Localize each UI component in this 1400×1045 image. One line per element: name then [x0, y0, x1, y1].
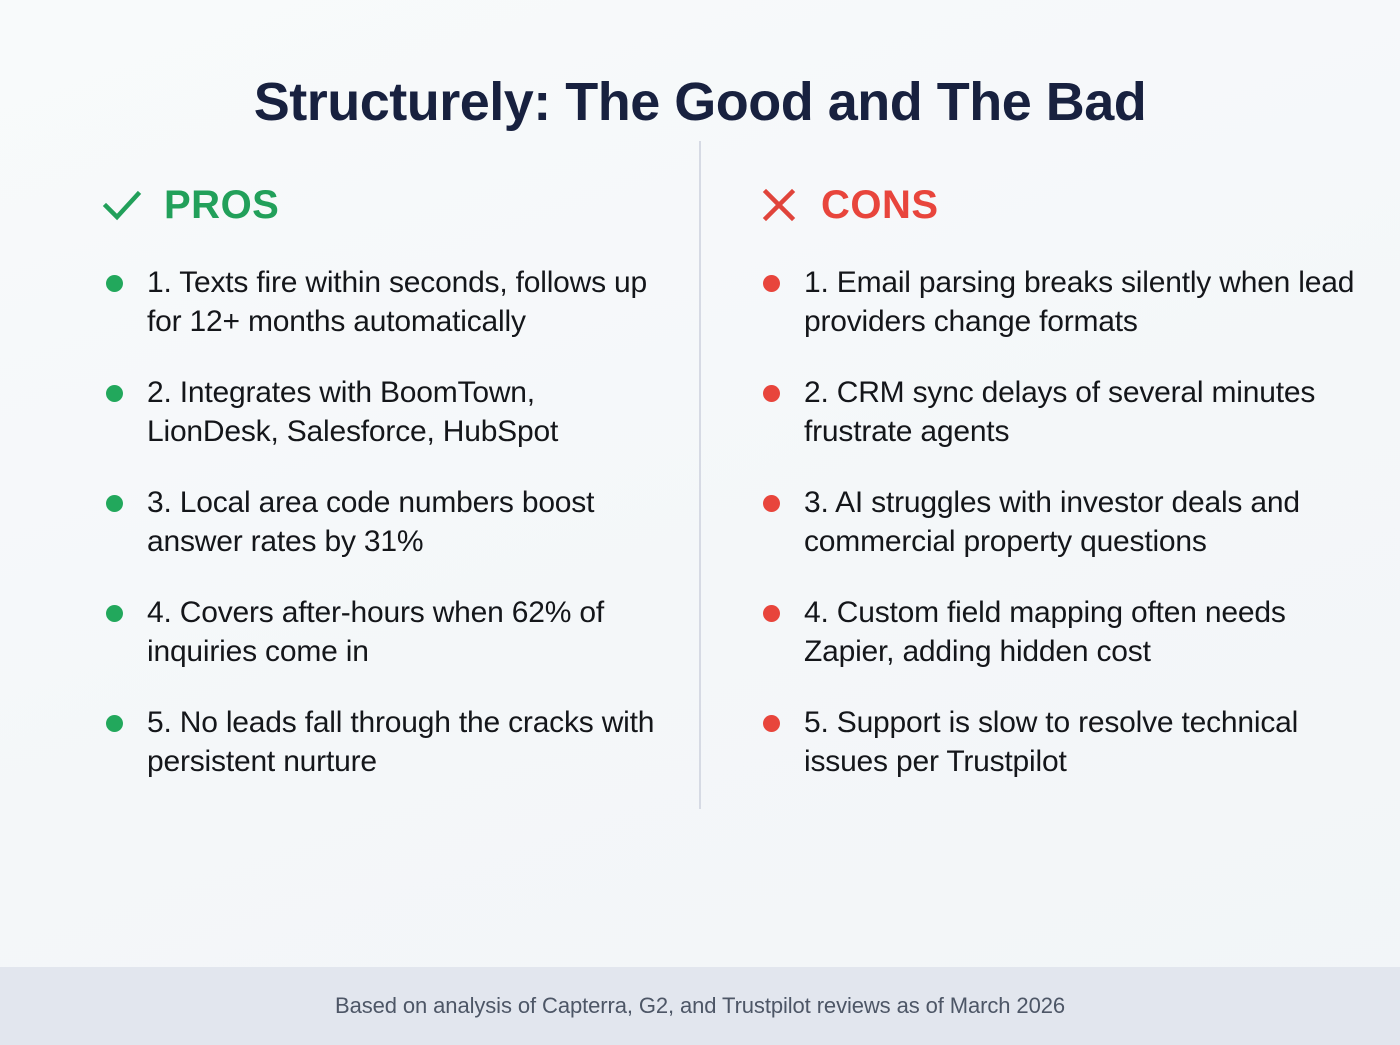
- cons-column: CONS 1. Email parsing breaks silently wh…: [700, 183, 1400, 967]
- title-section: Structurely: The Good and The Bad: [0, 0, 1400, 131]
- footer-bar: Based on analysis of Capterra, G2, and T…: [0, 967, 1400, 1045]
- pros-column: PROS 1. Texts fire within seconds, follo…: [0, 183, 700, 967]
- list-item: 5. Support is slow to resolve technical …: [757, 703, 1370, 781]
- list-item-text: 3. AI struggles with investor deals and …: [804, 485, 1300, 558]
- columns-section: PROS 1. Texts fire within seconds, follo…: [0, 131, 1400, 967]
- cons-heading-row: CONS: [757, 183, 1370, 227]
- list-item-text: 4. Covers after-hours when 62% of inquir…: [147, 595, 604, 668]
- bullet-dot: [106, 494, 123, 512]
- column-divider: [699, 140, 701, 809]
- page-title: Structurely: The Good and The Bad: [253, 72, 1147, 132]
- bullet-dot: [106, 714, 123, 732]
- list-item-text: 1. Texts fire within seconds, follows up…: [147, 265, 648, 338]
- bullet-dot: [106, 274, 123, 292]
- list-item: 1. Texts fire within seconds, follows up…: [100, 263, 660, 341]
- list-item-text: 1. Email parsing breaks silently when le…: [804, 265, 1355, 338]
- list-item: 2. CRM sync delays of several minutes fr…: [757, 373, 1370, 451]
- pros-heading-label: PROS: [164, 182, 280, 227]
- bullet-dot: [763, 274, 780, 292]
- bullet-dot: [763, 384, 780, 402]
- bullet-dot: [763, 604, 780, 622]
- list-item-text: 2. CRM sync delays of several minutes fr…: [804, 375, 1316, 448]
- list-item: 3. AI struggles with investor deals and …: [757, 483, 1370, 561]
- list-item: 4. Custom field mapping often needs Zapi…: [757, 593, 1370, 671]
- cons-list: 1. Email parsing breaks silently when le…: [757, 263, 1370, 781]
- bullet-dot: [106, 604, 123, 622]
- check-icon: [102, 190, 142, 220]
- list-item: 3. Local area code numbers boost answer …: [100, 483, 660, 561]
- pros-heading-row: PROS: [100, 183, 660, 227]
- list-item: 1. Email parsing breaks silently when le…: [757, 263, 1370, 341]
- bullet-dot: [763, 494, 780, 512]
- list-item-text: 4. Custom field mapping often needs Zapi…: [804, 595, 1286, 668]
- bullet-dot: [763, 714, 780, 732]
- list-item: 5. No leads fall through the cracks with…: [100, 703, 660, 781]
- list-item-text: 5. Support is slow to resolve technical …: [804, 705, 1299, 778]
- list-item-text: 2. Integrates with BoomTown, LionDesk, S…: [147, 375, 559, 448]
- list-item: 2. Integrates with BoomTown, LionDesk, S…: [100, 373, 660, 451]
- x-icon: [762, 188, 796, 221]
- list-item-text: 5. No leads fall through the cracks with…: [147, 705, 655, 778]
- list-item: 4. Covers after-hours when 62% of inquir…: [100, 593, 660, 671]
- bullet-dot: [106, 384, 123, 402]
- footer-source-note: Based on analysis of Capterra, G2, and T…: [335, 993, 1065, 1018]
- pros-list: 1. Texts fire within seconds, follows up…: [100, 263, 660, 781]
- list-item-text: 3. Local area code numbers boost answer …: [147, 485, 595, 558]
- cons-heading-label: CONS: [821, 182, 939, 227]
